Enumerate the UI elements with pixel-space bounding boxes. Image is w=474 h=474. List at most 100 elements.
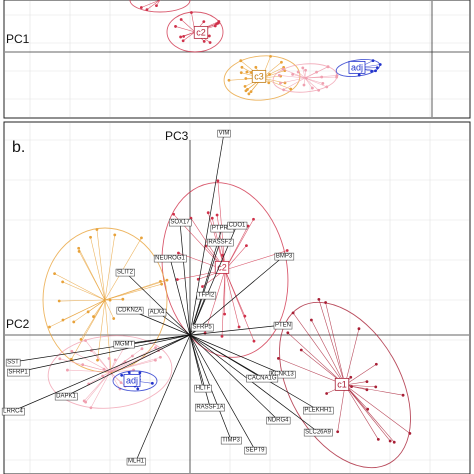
gene-label-box	[169, 218, 192, 227]
ray	[224, 219, 254, 271]
loading-arrow	[189, 334, 279, 421]
point	[221, 253, 224, 257]
point	[325, 392, 329, 395]
point	[370, 69, 374, 73]
point	[245, 244, 248, 248]
point	[321, 82, 325, 85]
point	[107, 357, 111, 360]
gene-label-box	[126, 457, 146, 466]
point	[365, 388, 369, 392]
point	[190, 11, 193, 14]
point	[267, 81, 271, 85]
point	[247, 92, 251, 96]
point	[227, 78, 231, 82]
ray	[224, 269, 255, 342]
ray	[109, 361, 126, 373]
point	[174, 25, 177, 28]
point	[376, 438, 380, 441]
point	[401, 393, 405, 397]
ray	[78, 248, 106, 301]
point	[335, 75, 339, 79]
ray	[344, 363, 377, 386]
point	[139, 6, 143, 9]
gene-label: KCNK13	[270, 372, 294, 378]
point	[119, 381, 123, 384]
gene-label-box	[115, 268, 135, 277]
gene-label-box	[191, 323, 214, 332]
point	[317, 88, 321, 92]
ray	[311, 319, 346, 386]
gene-label-box	[194, 384, 212, 393]
gene-label-box	[148, 308, 167, 317]
gene-label: SLC26A9	[305, 430, 331, 436]
ray	[304, 77, 327, 88]
point	[145, 8, 149, 11]
axis-label: PC3	[165, 129, 189, 143]
ray	[304, 77, 313, 89]
ray	[97, 299, 106, 361]
ray	[344, 328, 360, 386]
loading-arrow	[189, 132, 225, 336]
gene-label: SLIT2	[117, 270, 134, 276]
point	[207, 34, 211, 38]
point	[388, 439, 392, 443]
gene-label: PTPRD	[212, 226, 233, 232]
ray	[261, 77, 291, 90]
gene-label: PTEN	[275, 323, 291, 329]
ray	[297, 71, 306, 79]
gene-label: MGMT	[115, 342, 134, 348]
cluster-label: c2	[196, 27, 206, 37]
ray	[304, 77, 323, 84]
ellipse	[129, 0, 191, 13]
point	[215, 22, 219, 26]
ray	[279, 75, 306, 79]
loading-arrow	[189, 334, 256, 451]
ray	[344, 384, 395, 443]
point	[269, 54, 272, 58]
point	[208, 41, 212, 44]
loading-arrow	[189, 334, 319, 411]
point	[317, 297, 321, 301]
cluster-label: c2	[217, 262, 227, 272]
gene-label: HLTF	[196, 386, 211, 392]
loading-arrow	[189, 334, 283, 375]
point	[309, 318, 313, 322]
point	[217, 20, 221, 23]
ray	[287, 332, 346, 386]
ray	[104, 281, 161, 301]
point	[101, 374, 105, 378]
gene-label-box	[217, 129, 231, 138]
gene-label: TIMP3	[222, 438, 240, 444]
ray	[71, 299, 106, 360]
point	[165, 278, 169, 282]
point	[113, 233, 117, 237]
point	[365, 380, 369, 383]
ray	[304, 71, 317, 79]
ray	[109, 371, 121, 390]
ellipse	[112, 370, 158, 392]
point	[374, 362, 378, 366]
ray	[175, 26, 196, 33]
point	[150, 381, 154, 385]
point	[302, 83, 306, 87]
point	[282, 88, 286, 92]
point	[223, 312, 227, 316]
ray	[318, 299, 346, 386]
ray	[224, 269, 240, 328]
ray	[180, 19, 196, 33]
point	[252, 217, 255, 221]
point	[181, 39, 185, 43]
ray	[104, 283, 162, 301]
point	[408, 432, 412, 435]
gene-label: CACNA1G	[247, 376, 276, 382]
point	[374, 385, 378, 389]
ray	[183, 31, 196, 37]
ellipse	[279, 301, 411, 469]
ray	[90, 237, 106, 301]
gene-label: DAPK1	[56, 394, 76, 400]
point	[281, 67, 285, 71]
ray	[337, 384, 346, 432]
point	[277, 356, 280, 360]
point	[89, 235, 92, 239]
